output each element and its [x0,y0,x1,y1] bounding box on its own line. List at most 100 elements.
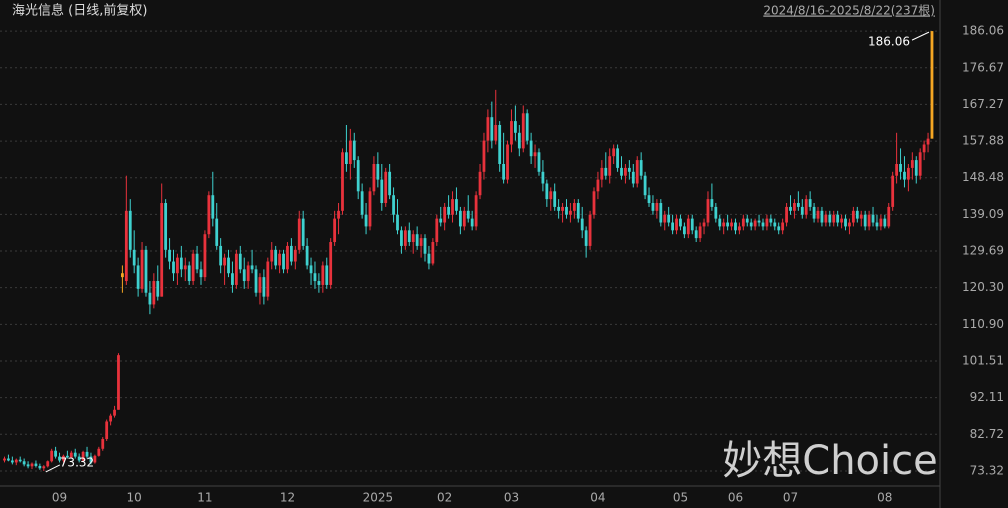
candle-body [144,249,148,293]
candle-body [124,210,128,282]
candle-body [368,191,372,227]
candle-body [203,234,207,278]
candle-body [769,218,773,223]
candle-body [730,222,733,227]
candle-body [392,195,395,215]
candle-body [219,245,223,266]
candle-body [231,273,234,285]
y-tick-label: 110.90 [962,317,1004,331]
candle-body [109,415,113,422]
candle-body [824,214,828,223]
candle-body [372,164,376,192]
candle-body [38,465,42,469]
candle-body [789,206,792,211]
x-tick-label: 09 [52,491,67,505]
x-tick-label: 12 [280,491,295,505]
candle-body [800,206,804,215]
candle-body [659,203,663,223]
candle-body [470,218,474,227]
candle-body [557,206,561,211]
candle-body [81,451,85,461]
candle-body [738,226,741,231]
candle-body [600,167,604,180]
y-tick-label: 148.48 [962,170,1004,184]
candle-body [101,439,105,449]
candle-body [635,160,639,184]
candle-body [168,249,171,262]
candle-body [227,257,230,274]
x-tick-label: 10 [127,491,142,505]
candle-body [54,450,57,457]
candle-body [848,222,851,227]
candle-body [7,458,10,461]
candle-body [706,199,710,223]
y-tick-label: 92.11 [970,390,1004,404]
candle-body [840,218,843,223]
date-range[interactable]: 2024/8/16-2025/8/22(237根) [763,4,935,18]
candle-body [549,191,553,200]
candle-body [305,245,309,266]
candle-body [89,456,93,463]
candle-body [388,171,392,196]
x-tick-label: 04 [590,491,605,505]
candle-body [745,218,749,223]
candle-body [73,452,77,457]
candle-body [651,203,655,211]
candle-body [482,140,486,172]
min-arrow [45,464,61,473]
candle-body [812,206,816,219]
candle-body [879,218,883,227]
candle-body [576,203,580,219]
candle-body [18,459,22,462]
candle-body [431,242,435,264]
candle-body [686,218,690,235]
candle-body [506,144,509,180]
candle-body [643,175,647,196]
candle-body [698,226,702,239]
x-tick-label: 11 [197,491,212,505]
candle-body [42,466,46,469]
candle-body [832,214,836,223]
candle-body [246,265,250,282]
candle-body [537,152,541,172]
candle-body [569,210,572,215]
candle-body [207,195,211,235]
candle-body [352,140,356,161]
candle-body [710,199,714,207]
candle-body [30,463,34,467]
candle-body [808,199,812,207]
candle-body [356,160,360,192]
x-tick-label: 06 [728,491,743,505]
candle-body [113,409,116,416]
candle-body [309,265,313,274]
x-tick-label: 03 [504,491,519,505]
candle-body [466,210,470,219]
candle-body [26,464,30,467]
candle-body [337,210,340,219]
candle-body [313,273,317,282]
candle-body [407,230,411,243]
candle-body [855,210,859,219]
watermark: 妙想Choice [722,438,937,484]
candle-body [289,245,293,262]
y-tick-label: 139.09 [962,207,1004,221]
candle-body [490,117,494,141]
y-tick-label: 129.69 [962,244,1004,258]
candle-body [462,210,466,227]
y-tick-label: 101.51 [962,353,1004,367]
candle-body [671,222,674,231]
candle-body [533,152,537,157]
candle-body [14,459,18,463]
candle-body [148,292,152,305]
candle-body [474,195,478,227]
candle-body [867,214,871,227]
candle-body [62,455,65,461]
candle-body [286,245,289,270]
candle-body [278,253,281,266]
candle-body [757,220,761,223]
candle-body [694,230,698,239]
candle-body [10,460,14,463]
candle-body [34,463,38,466]
candle-body [517,132,521,149]
candle-body [478,171,482,196]
